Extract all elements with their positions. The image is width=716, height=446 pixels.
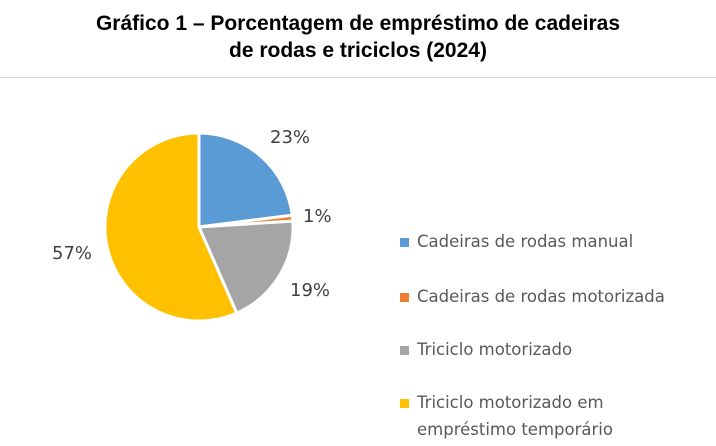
slice-temporary-tricycle [103, 131, 239, 323]
legend-swatch-gray [400, 346, 409, 355]
label-motorized-wheelchair: 1% [303, 206, 332, 227]
chart-title-line1: Gráfico 1 – Porcentagem de empréstimo de… [95, 12, 621, 35]
slice-motorized-tricycle [197, 219, 295, 315]
legend-swatch-yellow [400, 399, 409, 408]
slice-manual-wheelchair [197, 131, 294, 229]
label-manual-wheelchair: 23% [270, 127, 311, 148]
chart-title: Gráfico 1 – Porcentagem de empréstimo de… [0, 10, 716, 64]
title-divider [0, 77, 716, 78]
legend-swatch-blue [400, 238, 409, 247]
chart-title-line2: de rodas e triciclos (2024) [229, 39, 487, 62]
label-motorized-tricycle: 19% [290, 280, 331, 301]
label-temporary-tricycle: 57% [52, 243, 93, 264]
legend-swatch-orange [400, 293, 409, 302]
